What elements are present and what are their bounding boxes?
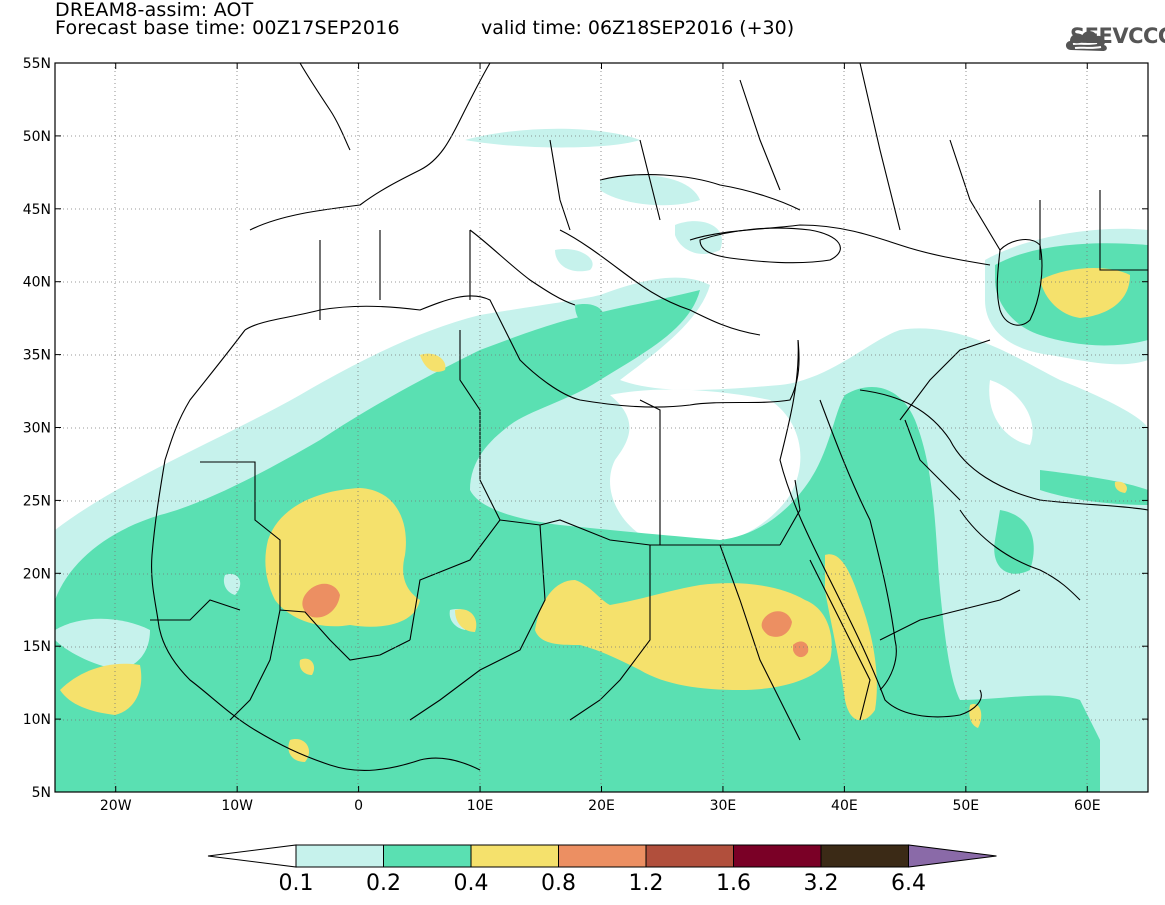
colorbar-segment — [383, 844, 472, 868]
colorbar-label: 0.4 — [454, 871, 489, 896]
cloud-logo-icon — [1065, 31, 1107, 51]
lat-tick-label: 45N — [23, 202, 51, 218]
colorbar-over-triangle — [908, 844, 997, 868]
colorbar-label: 1.2 — [629, 871, 664, 896]
colorbar-segment — [470, 844, 559, 868]
aot-level-0-4 — [60, 268, 1130, 762]
seevccc-logo-text: SEEVCCC — [1070, 24, 1165, 48]
colorbar-label: 0.1 — [279, 871, 314, 896]
lat-tick-label: 35N — [23, 348, 51, 364]
lon-tick-label: 10W — [221, 798, 253, 814]
lon-tick-label: 20W — [100, 798, 132, 814]
lon-tick-label: 60E — [1074, 798, 1101, 814]
lat-tick-label: 20N — [23, 566, 51, 582]
colorbar-segment — [645, 844, 734, 868]
colorbar-segment — [820, 844, 909, 868]
colorbar-segment — [733, 844, 822, 868]
colorbar-label: 6.4 — [891, 871, 926, 896]
lat-tick-label: 25N — [23, 493, 51, 509]
longitude-labels: 20W 10W 0 10E 20E 30E 40E 50E 60E — [100, 798, 1101, 814]
lon-tick-label: 10E — [467, 798, 494, 814]
colorbar-label: 3.2 — [804, 871, 839, 896]
gridlines — [55, 63, 1148, 792]
colorbar-segment — [558, 844, 647, 868]
lon-tick-label: 40E — [831, 798, 858, 814]
lat-tick-label: 40N — [23, 275, 51, 291]
lat-tick-label: 10N — [23, 712, 51, 728]
colorbar-label: 0.8 — [541, 871, 576, 896]
lat-tick-label: 55N — [23, 56, 51, 72]
aot-level-0-2 — [55, 243, 1148, 792]
aot-level-0-8 — [302, 583, 809, 658]
lat-tick-label: 50N — [23, 129, 51, 145]
lon-tick-label: 50E — [952, 798, 979, 814]
valid-time: valid time: 06Z18SEP2016 (+30) — [481, 17, 795, 39]
colorbar-under-triangle — [207, 844, 297, 868]
colorbar-label: 0.2 — [366, 871, 401, 896]
lon-tick-label: 30E — [710, 798, 737, 814]
colorbar-segment — [295, 844, 384, 868]
lat-tick-label: 30N — [23, 421, 51, 437]
lon-tick-label: 20E — [588, 798, 615, 814]
axis-ticks — [55, 62, 1148, 793]
map-title: DREAM8-assim: AOT — [55, 0, 254, 21]
coastlines-borders — [150, 63, 1148, 771]
lat-tick-label: 5N — [32, 785, 51, 801]
latitude-labels: 5N 10N 15N 20N 25N 30N 35N 40N 45N 50N 55N — [23, 56, 51, 801]
lat-tick-label: 15N — [23, 639, 51, 655]
forecast-base-time: Forecast base time: 00Z17SEP2016 — [55, 17, 400, 39]
colorbar-label: 1.6 — [716, 871, 751, 896]
colorbar: 0.1 0.2 0.4 0.8 1.2 1.6 3.2 6.4 — [207, 844, 997, 896]
aot-contour-fields — [55, 63, 1148, 792]
lon-tick-label: 0 — [354, 798, 363, 814]
